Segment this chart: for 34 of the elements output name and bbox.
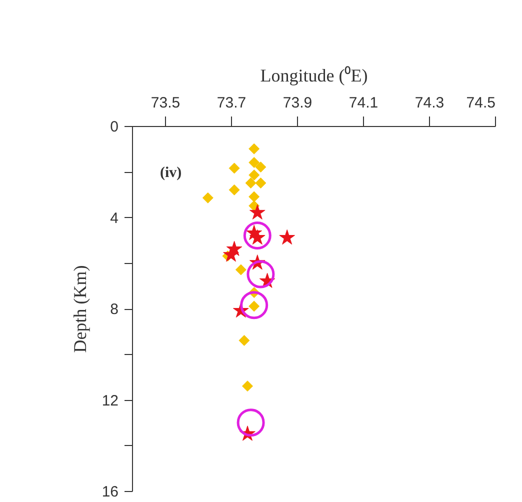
point (202, 192, 214, 204)
y-axis-title: Depth (Km) (70, 265, 90, 353)
point (248, 143, 260, 154)
point (228, 184, 240, 196)
point (255, 162, 266, 173)
y-tick-label: 12 (102, 392, 118, 410)
x-tick-label: 73.7 (216, 94, 246, 112)
point (248, 157, 260, 168)
point (223, 246, 239, 262)
point (235, 264, 246, 276)
x-tick-label: 74.3 (414, 94, 444, 112)
point (238, 334, 250, 346)
point (242, 380, 253, 392)
x-axis-title: Longitude (⁰E) (260, 66, 368, 86)
x-tick-label: 73.5 (150, 94, 180, 112)
y-tick-label: 0 (110, 118, 118, 136)
point (248, 170, 260, 181)
point (279, 229, 296, 245)
point (248, 191, 260, 202)
x-tick-label: 74.1 (348, 94, 378, 112)
point (236, 408, 265, 437)
y-tick-label: 4 (110, 210, 118, 227)
point (243, 222, 272, 250)
point (249, 204, 266, 220)
point (246, 260, 275, 288)
x-tick-label: 74.5 (466, 94, 496, 112)
point (245, 178, 256, 189)
point (255, 178, 266, 189)
point (228, 162, 240, 174)
x-tick-label: 73.9 (282, 94, 312, 112)
y-tick-label: 16 (102, 484, 118, 500)
annotation: (iv) (160, 165, 182, 181)
point (240, 291, 268, 320)
y-tick-label: 8 (110, 301, 118, 318)
